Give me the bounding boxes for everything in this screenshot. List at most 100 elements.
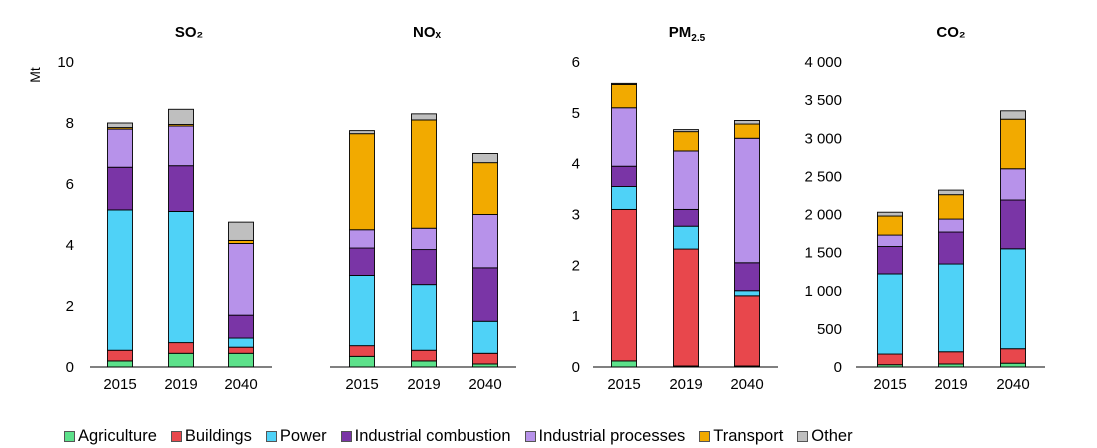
legend-label-transport: Transport [713, 426, 784, 445]
bar-segment-so-2040-agriculture [228, 352, 254, 368]
x-tick-label-no-2015: 2015 [345, 376, 378, 393]
bar-segment-so-2040-industrial-combustion [228, 314, 254, 339]
bar-segment-pm2-5-2040-transport [734, 123, 760, 139]
bar-segment-so-2015-power [107, 209, 133, 351]
legend-label-industrial-combustion: Industrial combustion [354, 426, 511, 445]
y-tick-label-pm2-5-4: 4 [572, 156, 580, 173]
y-tick-label-pm2-5-2: 2 [572, 257, 580, 274]
bar-segment-pm2-5-2040-power [734, 290, 760, 297]
bar-segment-co-2040-transport [1000, 118, 1026, 170]
bar-segment-pm2-5-2040-other [734, 120, 760, 125]
x-tick-label-co-2040: 2040 [996, 376, 1029, 393]
bar-segment-so-2015-industrial-processes [107, 128, 133, 168]
bar-segment-so-2015-buildings [107, 349, 133, 362]
x-tick-label-pm2-5-2019: 2019 [669, 376, 702, 393]
legend-item-agriculture: Agriculture [64, 427, 157, 446]
bar-segment-no-2019-buildings [411, 349, 437, 362]
bar-segment-co-2040-industrial-combustion [1000, 199, 1026, 250]
legend-swatch-transport [699, 430, 711, 442]
bar-segment-pm2-5-2040-industrial-combustion [734, 262, 760, 292]
y-tick-label-co-7: 3 500 [804, 92, 842, 109]
y-tick-label-pm2-5-3: 3 [572, 207, 580, 224]
x-tick-label-co-2015: 2015 [873, 376, 906, 393]
bar-segment-no-2015-industrial-processes [349, 229, 375, 249]
bar-segment-no-2019-power [411, 284, 437, 351]
y-tick-label-co-4: 2 000 [804, 207, 842, 224]
bar-segment-so-2040-transport [228, 239, 254, 244]
bar-segment-co-2040-industrial-processes [1000, 168, 1026, 201]
y-tick-label-co-8: 4 000 [804, 54, 842, 71]
legend-swatch-agriculture [64, 430, 75, 442]
bar-segment-no-2040-buildings [472, 352, 498, 365]
bar-segment-pm2-5-2015-industrial-combustion [611, 165, 637, 187]
y-tick-label-pm2-5-5: 5 [572, 105, 580, 122]
y-tick-label-co-5: 2 500 [804, 168, 842, 185]
x-tick-label-co-2019: 2019 [934, 376, 967, 393]
bar-segment-so-2019-buildings [168, 342, 194, 354]
bar-segment-no-2040-power [472, 320, 498, 354]
bar-segment-pm2-5-2015-buildings [611, 208, 637, 362]
bar-segment-so-2040-buildings [228, 346, 254, 354]
x-tick-label-so-2015: 2015 [103, 376, 136, 393]
bar-segment-pm2-5-2015-agriculture [611, 360, 637, 368]
y-tick-label-co-0: 0 [834, 359, 842, 376]
bar-segment-so-2019-other [168, 108, 194, 125]
bar-segment-co-2019-other [938, 189, 964, 196]
panel-title-so: SO₂ [175, 24, 203, 41]
legend-swatch-industrial-combustion [340, 430, 352, 442]
bar-segment-so-2040-power [228, 337, 254, 348]
bar-segment-so-2019-industrial-processes [168, 125, 194, 167]
bar-segment-so-2040-other [228, 221, 254, 241]
bar-segment-pm2-5-2040-buildings [734, 295, 760, 367]
legend-swatch-power [265, 430, 277, 442]
y-tick-label-pm2-5-6: 6 [572, 54, 580, 71]
bar-segment-no-2040-industrial-combustion [472, 267, 498, 322]
bar-segment-no-2019-transport [411, 119, 437, 229]
legend-label-industrial-processes: Industrial processes [538, 426, 686, 445]
bar-segment-pm2-5-2019-industrial-combustion [673, 208, 699, 227]
legend-item-transport: Transport [699, 427, 783, 446]
x-tick-label-pm2-5-2040: 2040 [730, 376, 763, 393]
bar-segment-so-2019-power [168, 210, 194, 344]
bar-segment-co-2019-power [938, 263, 964, 353]
bar-segment-no-2019-other [411, 113, 437, 121]
y-tick-label-co-3: 1 500 [804, 245, 842, 262]
legend-swatch-buildings [170, 430, 182, 442]
bar-segment-pm2-5-2019-industrial-processes [673, 150, 699, 210]
bar-segment-co-2019-industrial-processes [938, 218, 964, 233]
y-tick-label-so-0: 0 [66, 359, 74, 376]
y-tick-label-pm2-5-0: 0 [572, 359, 580, 376]
legend-item-power: Power [265, 427, 327, 446]
bar-segment-pm2-5-2019-power [673, 225, 699, 250]
bar-segment-co-2040-power [1000, 248, 1026, 350]
bar-segment-pm2-5-2015-transport [611, 83, 637, 109]
y-tick-label-co-2: 1 000 [804, 283, 842, 300]
y-tick-label-so-2: 4 [66, 237, 74, 254]
legend-item-industrial-processes: Industrial processes [524, 426, 686, 446]
bar-segment-no-2040-industrial-processes [472, 214, 498, 269]
bar-segment-no-2040-other [472, 153, 498, 164]
bar-segment-no-2019-industrial-processes [411, 227, 437, 251]
bar-segment-no-2015-agriculture [349, 355, 375, 368]
bar-segment-co-2015-buildings [877, 353, 903, 366]
legend-swatch-industrial-processes [524, 430, 536, 442]
y-tick-label-so-5: 10 [57, 54, 74, 71]
legend-item-buildings: Buildings [170, 427, 252, 446]
bar-segment-so-2040-industrial-processes [228, 243, 254, 316]
x-tick-label-no-2019: 2019 [407, 376, 440, 393]
bar-segment-pm2-5-2019-transport [673, 131, 699, 152]
x-tick-label-pm2-5-2015: 2015 [607, 376, 640, 393]
bar-segment-co-2019-transport [938, 194, 964, 220]
bar-segment-no-2040-transport [472, 162, 498, 215]
panel-title-pm2-5: PM2.5 [669, 24, 706, 44]
bar-segment-no-2015-buildings [349, 345, 375, 357]
bar-segment-no-2019-agriculture [411, 360, 437, 368]
bar-segment-pm2-5-2019-other [673, 129, 699, 133]
bar-segment-co-2015-other [877, 211, 903, 217]
panel-title-co: CO₂ [936, 24, 965, 41]
bar-segment-co-2040-buildings [1000, 348, 1026, 364]
bar-segment-pm2-5-2019-buildings [673, 248, 699, 367]
x-tick-label-so-2019: 2019 [164, 376, 197, 393]
y-tick-label-pm2-5-1: 1 [572, 308, 580, 325]
